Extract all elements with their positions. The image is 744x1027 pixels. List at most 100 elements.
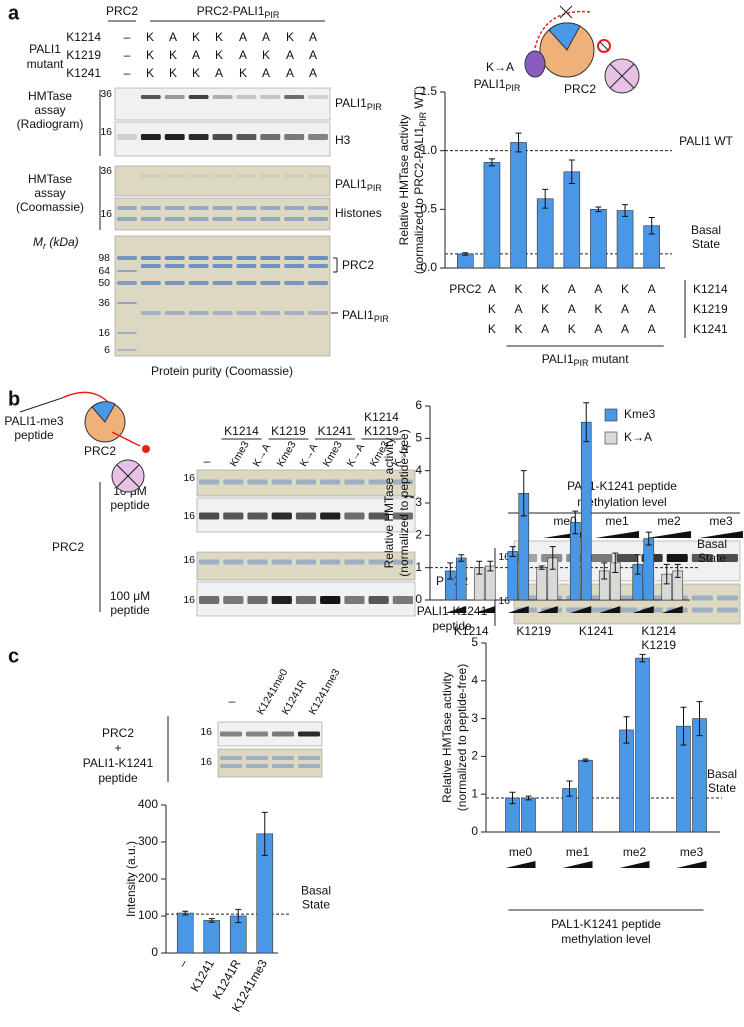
axis-label: Mr (kDa) — [33, 235, 79, 251]
y-tick-label: 0 — [151, 945, 158, 959]
mw-marker: 16 — [183, 510, 195, 522]
concentration-wedge — [570, 606, 592, 613]
gel-band — [164, 174, 185, 178]
error-bar — [612, 552, 619, 574]
gel-band — [260, 217, 281, 221]
table-cell: A — [648, 302, 656, 316]
table-cell: A — [215, 66, 223, 80]
gel-band — [188, 256, 209, 260]
gel-band — [616, 595, 638, 601]
gel-band — [320, 559, 341, 565]
assay-label: assay — [34, 186, 65, 200]
label-subscript: PIR — [418, 111, 428, 127]
lane-label: me2 — [657, 514, 681, 528]
y-tick-label: 300 — [138, 834, 158, 848]
concentration-wedge — [595, 531, 639, 538]
gel-band — [308, 264, 328, 268]
table-cell: K — [541, 282, 549, 296]
gel-band — [212, 95, 233, 99]
table-cell: – — [124, 48, 131, 62]
error-bar — [462, 252, 469, 256]
bar — [483, 162, 501, 269]
gel-band — [236, 95, 257, 99]
mw-marker: 16 — [200, 726, 212, 738]
gel-band — [236, 264, 257, 268]
label-text: PALI1 — [474, 77, 506, 91]
gel-band — [188, 264, 209, 268]
gel-band — [199, 479, 220, 485]
gel-band — [284, 311, 305, 315]
row-header: PALI1 — [29, 42, 61, 56]
gel-band — [117, 349, 137, 351]
row-label: K1241 — [693, 322, 728, 336]
y-tick-label: 3 — [471, 711, 478, 725]
mw-marker: 16 — [100, 126, 112, 138]
bar — [536, 567, 548, 601]
bar — [590, 209, 607, 269]
enzyme-label: PRC2 — [52, 540, 84, 554]
gel-band — [344, 512, 365, 520]
gel-band — [308, 256, 328, 260]
legend-label: Kme3 — [624, 407, 656, 421]
y-tick-label: 400 — [138, 797, 158, 811]
bar — [455, 557, 467, 601]
gel-band — [117, 302, 137, 304]
icon-stroke — [559, 5, 573, 19]
gel-band — [272, 731, 294, 737]
gel-band — [691, 595, 713, 601]
table-cell: A — [309, 48, 317, 62]
label-suffix: mutant — [589, 352, 630, 366]
condition-label: peptide — [110, 498, 150, 512]
table-cell: K — [239, 66, 247, 80]
mw-marker: 16 — [98, 327, 110, 339]
gel-band — [140, 206, 161, 210]
bar — [521, 797, 536, 833]
mw-marker: 16 — [183, 472, 195, 484]
schematic-label: PALI1-me3 — [4, 414, 63, 428]
gel-band — [260, 174, 281, 178]
gel-band — [212, 281, 233, 285]
table-cell: A — [568, 282, 576, 296]
gel-band — [368, 596, 389, 604]
gel-band — [284, 134, 305, 140]
methyl-icon — [142, 445, 150, 453]
mw-marker: 16 — [183, 554, 195, 566]
error-bar — [509, 546, 516, 557]
label-text: PRC2-PALI1 — [197, 4, 265, 18]
table-cell: A — [621, 302, 629, 316]
gel-band — [188, 134, 209, 140]
bar — [580, 421, 592, 601]
error-bar — [549, 546, 556, 570]
concentration-wedge — [661, 606, 683, 613]
gel-band — [212, 256, 233, 260]
error-bar — [601, 562, 608, 580]
x-tick-label: me2 — [623, 845, 647, 859]
gel-band — [308, 281, 328, 285]
gel-band — [271, 596, 292, 604]
gel-band — [247, 559, 268, 565]
y-tick-label: 0.5 — [420, 202, 437, 216]
gel-band — [188, 311, 209, 315]
table-cell: K — [515, 282, 523, 296]
assay-label: HMTase — [28, 172, 72, 186]
label-subscript: PIR — [505, 83, 521, 93]
table-cell: A — [239, 48, 247, 62]
gel-band — [344, 559, 365, 565]
gel-band — [220, 764, 242, 768]
gel-band — [199, 559, 220, 565]
y-tick-label: 200 — [138, 871, 158, 885]
gel-band — [140, 264, 161, 268]
y-axis-label: (normalized to PRC2-PALI1PIR WT) — [412, 86, 428, 274]
schematic-label: PRC2 — [564, 82, 596, 96]
label-subscript: PIR — [574, 358, 590, 368]
gel-band — [212, 311, 233, 315]
gel-band — [188, 217, 209, 221]
gel-image — [114, 197, 331, 231]
assay-label: (Coomassie) — [16, 200, 84, 214]
gel-band — [236, 134, 257, 140]
error-bar — [648, 217, 655, 235]
table-cell: A — [309, 30, 317, 44]
concentration-wedge — [647, 531, 691, 538]
mw-marker: 16 — [498, 595, 510, 607]
gel-image — [114, 165, 331, 197]
